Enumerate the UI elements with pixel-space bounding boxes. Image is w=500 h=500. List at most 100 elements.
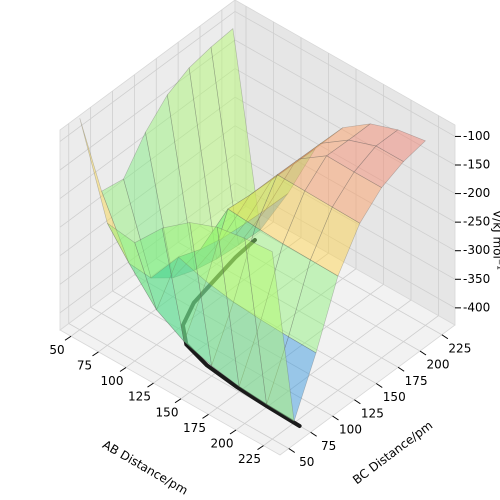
grid-line [234, 182, 456, 309]
surface-cell [216, 208, 267, 260]
surface-cell [166, 67, 217, 271]
surface-cell [222, 179, 272, 239]
surface-cell [326, 139, 377, 173]
surface-cell [347, 123, 399, 147]
grid-line [199, 225, 421, 352]
surface-cell [128, 256, 180, 311]
x-tick [229, 429, 237, 435]
x-tick-label: 75 [77, 358, 92, 372]
surface-cell [233, 226, 284, 321]
grid-line [59, 11, 236, 142]
y-tick [419, 350, 427, 356]
y-tick-label: 150 [383, 390, 406, 404]
axes-panes [59, 0, 456, 456]
x-tick-label: 175 [183, 421, 206, 435]
grid-line [68, 323, 289, 449]
z-tick-label: -200 [463, 186, 490, 200]
surface-cell [276, 155, 328, 192]
surface-cell [183, 280, 234, 367]
y-tick [288, 448, 296, 453]
grid-line [112, 290, 333, 417]
surface-cell [331, 171, 383, 224]
grid-line [234, 96, 456, 223]
surface-cell [211, 301, 262, 387]
grid-line [125, 237, 302, 368]
grid-line [180, 268, 357, 400]
grid-line [134, 274, 355, 401]
y-tick-label: 225 [448, 341, 471, 355]
x-tick-label: 225 [238, 452, 261, 466]
z-tick-label: -250 [463, 215, 490, 229]
surface-cell [353, 145, 404, 188]
x-tick-label: 200 [211, 437, 234, 451]
surface-cell [189, 222, 240, 388]
surface-cell [227, 173, 278, 228]
surface-cell [244, 237, 295, 422]
surface [79, 28, 426, 428]
x-tick [147, 382, 154, 388]
surface-cell [177, 208, 229, 282]
grid-line [234, 68, 456, 194]
x-tick-label: 150 [156, 405, 179, 419]
grid-line [234, 39, 456, 166]
surface-cell [107, 222, 157, 311]
z-tick-label: -350 [463, 272, 490, 286]
x-tick-label: 50 [49, 343, 64, 357]
surface-cell [249, 158, 300, 196]
surface-cell [297, 139, 350, 160]
x-tick [174, 398, 182, 404]
grid-line [234, 125, 456, 252]
grid-line [59, 39, 236, 171]
surface-cell [288, 259, 339, 354]
surface-cell [101, 178, 152, 279]
x-tick-label: 100 [101, 374, 124, 388]
x-tick [202, 413, 209, 419]
grid-line [59, 182, 236, 314]
surface-cell [200, 194, 251, 250]
surface-cell [266, 336, 317, 422]
z-tick-label: -100 [463, 129, 490, 143]
grid-line [153, 252, 329, 384]
y-tick [332, 415, 339, 421]
y-tick [441, 334, 449, 340]
grid-line [235, 299, 412, 431]
grid-line [59, 96, 236, 228]
y-tick [375, 383, 383, 388]
surface-cell [271, 143, 322, 181]
surface-cell [156, 256, 207, 343]
surface-cell [150, 249, 201, 279]
grid-line [59, 153, 236, 285]
grid-line [156, 258, 377, 384]
surface-cell [216, 226, 267, 406]
grid-line [98, 221, 274, 353]
y-tick-label: 100 [339, 423, 362, 437]
y-tick [354, 399, 361, 405]
x-tick [119, 367, 127, 372]
y-tick-label: 125 [361, 406, 384, 420]
grid-line [221, 209, 443, 336]
z-tick-label: -400 [463, 300, 490, 314]
y-tick [397, 366, 405, 372]
surface-cell [205, 208, 256, 303]
back-pane [234, 0, 456, 326]
surface-cell [282, 190, 333, 261]
y-tick-label: 75 [321, 439, 336, 453]
surface-cell [194, 224, 245, 271]
surface-cell [375, 129, 426, 162]
surface-cell [123, 131, 174, 279]
y-tick-label: 175 [405, 374, 428, 388]
grid-line [234, 153, 456, 280]
x-tick [64, 335, 72, 341]
surface-cell [145, 94, 196, 279]
surface-cell [134, 227, 185, 343]
z-tick-label: -300 [463, 243, 490, 257]
surface-cell [172, 238, 223, 279]
surface-cell [310, 206, 361, 277]
surface-cell [188, 46, 239, 260]
x-tick-label: 125 [128, 390, 151, 404]
surface-cell [238, 193, 289, 246]
surface-cell [161, 222, 213, 367]
surface-cell [243, 164, 294, 225]
